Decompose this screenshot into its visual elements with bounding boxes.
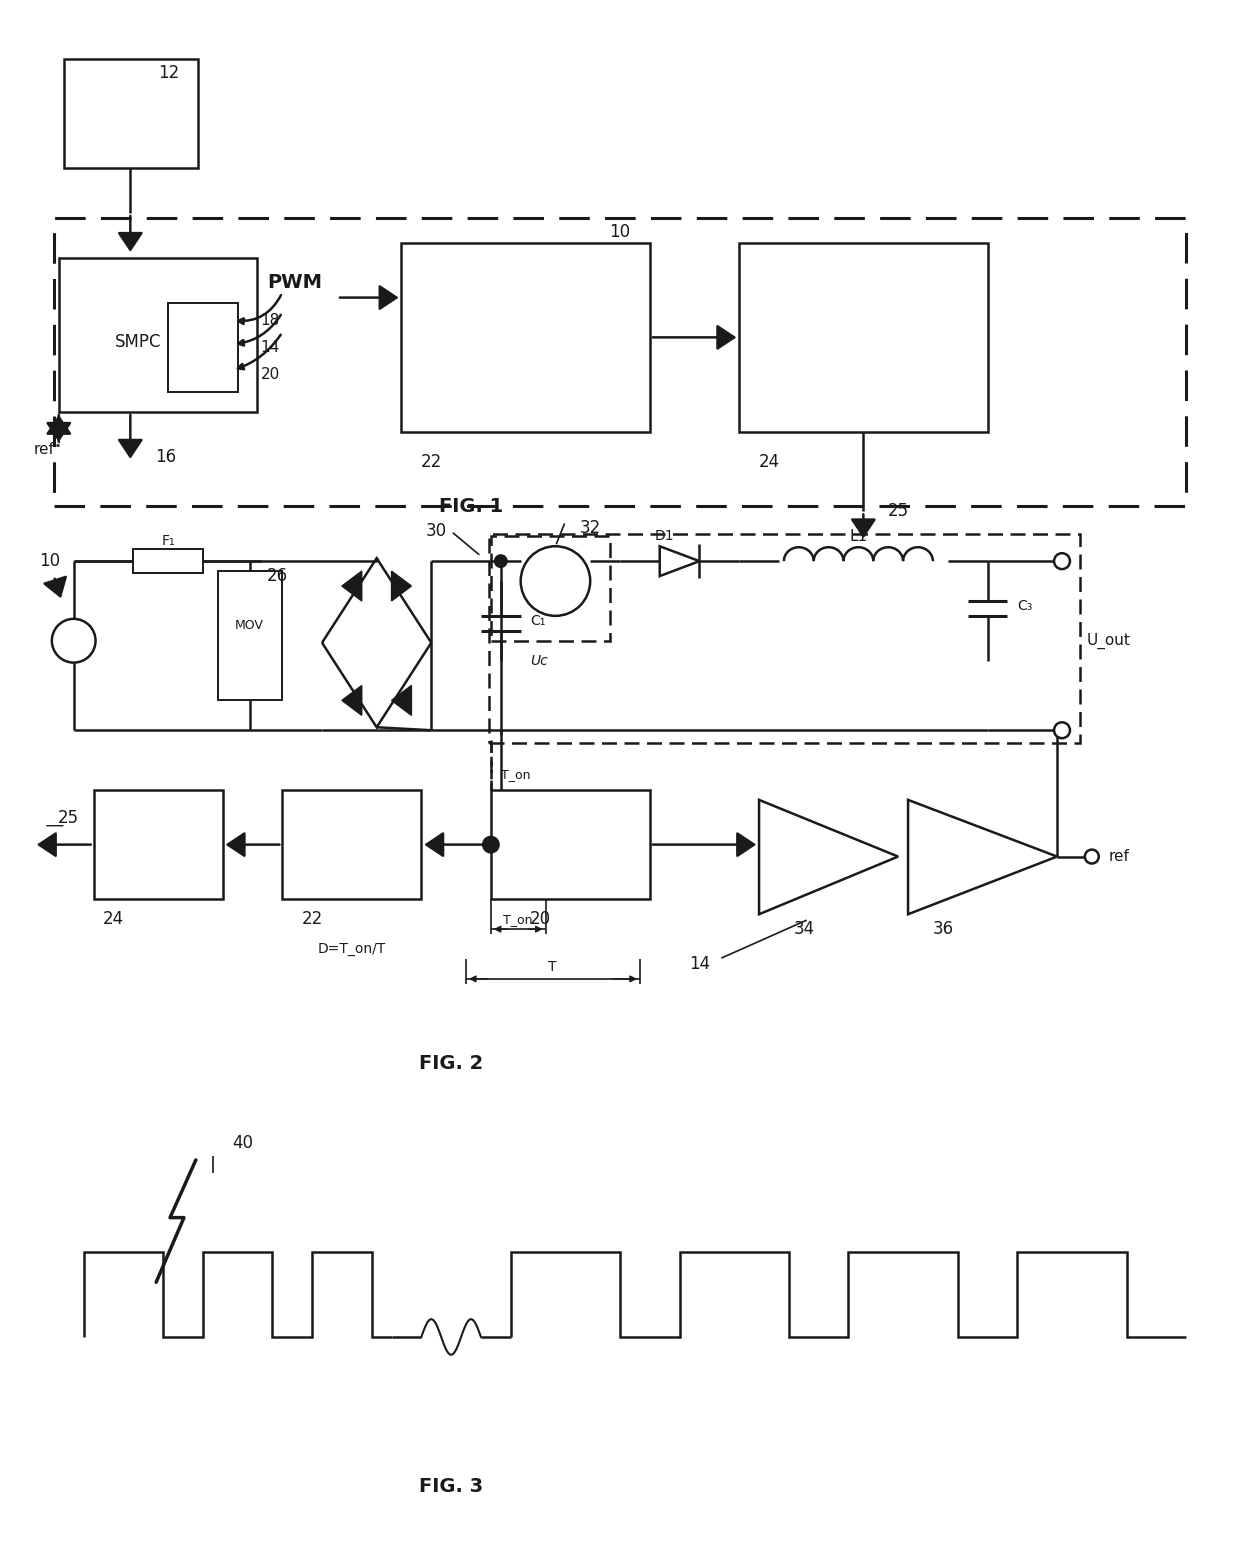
Bar <box>93 789 223 900</box>
Text: L1: L1 <box>849 529 868 544</box>
Text: 12: 12 <box>159 64 180 82</box>
Polygon shape <box>392 571 412 600</box>
Text: 18: 18 <box>260 313 280 327</box>
Bar <box>169 302 238 392</box>
Bar <box>133 549 203 572</box>
Text: F₁: F₁ <box>161 534 175 548</box>
Text: D1: D1 <box>655 529 675 543</box>
Text: 26: 26 <box>267 568 288 585</box>
Text: FIG. 2: FIG. 2 <box>419 1055 484 1073</box>
Circle shape <box>494 554 507 568</box>
Text: 22: 22 <box>420 453 441 470</box>
Text: 32: 32 <box>579 520 601 537</box>
Text: 24: 24 <box>103 910 124 927</box>
Text: 36: 36 <box>932 920 954 938</box>
Text: 14: 14 <box>260 340 280 355</box>
Text: T_on: T_on <box>501 768 531 782</box>
Text: 10: 10 <box>609 223 631 240</box>
Circle shape <box>1054 723 1070 738</box>
Text: PWM: PWM <box>268 273 322 292</box>
Text: MOV: MOV <box>236 619 264 633</box>
Text: 40: 40 <box>233 1134 254 1152</box>
Text: D=T_on/T: D=T_on/T <box>317 941 386 955</box>
Text: 14: 14 <box>689 955 711 972</box>
Text: FIG. 3: FIG. 3 <box>419 1477 484 1495</box>
Bar <box>489 534 1080 743</box>
Bar <box>402 244 650 431</box>
Bar <box>491 537 610 641</box>
Bar <box>218 571 283 701</box>
Bar <box>491 789 650 900</box>
Text: 10: 10 <box>38 552 60 571</box>
Text: 16: 16 <box>155 448 176 465</box>
Polygon shape <box>342 571 362 600</box>
Bar <box>53 219 1187 507</box>
Text: 34: 34 <box>794 920 815 938</box>
Circle shape <box>1054 554 1070 569</box>
Text: T: T <box>548 960 557 974</box>
Text: 20: 20 <box>260 366 280 382</box>
Text: ref: ref <box>1109 848 1130 864</box>
Polygon shape <box>759 800 898 914</box>
Text: T_on: T_on <box>503 912 532 926</box>
Text: U_out: U_out <box>1086 633 1131 648</box>
Text: 22: 22 <box>301 910 322 927</box>
Circle shape <box>521 546 590 616</box>
Text: C₁: C₁ <box>531 614 546 628</box>
Text: 30: 30 <box>425 523 446 540</box>
Bar <box>283 789 422 900</box>
Circle shape <box>1085 850 1099 864</box>
Text: C₃: C₃ <box>1017 599 1033 613</box>
Polygon shape <box>908 800 1056 914</box>
Text: FIG. 1: FIG. 1 <box>439 496 503 516</box>
Circle shape <box>482 836 500 853</box>
Bar <box>63 59 198 168</box>
Polygon shape <box>392 686 412 715</box>
Polygon shape <box>342 686 362 715</box>
Bar <box>58 257 258 413</box>
Circle shape <box>52 619 95 662</box>
Text: 25: 25 <box>58 808 79 827</box>
Polygon shape <box>660 546 699 575</box>
Text: 25: 25 <box>888 503 909 521</box>
Text: 24: 24 <box>759 453 780 470</box>
Text: SMPC: SMPC <box>115 333 161 352</box>
Text: 20: 20 <box>529 910 551 927</box>
Text: Uc: Uc <box>531 653 548 667</box>
Bar <box>739 244 987 431</box>
Text: ref: ref <box>33 442 55 458</box>
